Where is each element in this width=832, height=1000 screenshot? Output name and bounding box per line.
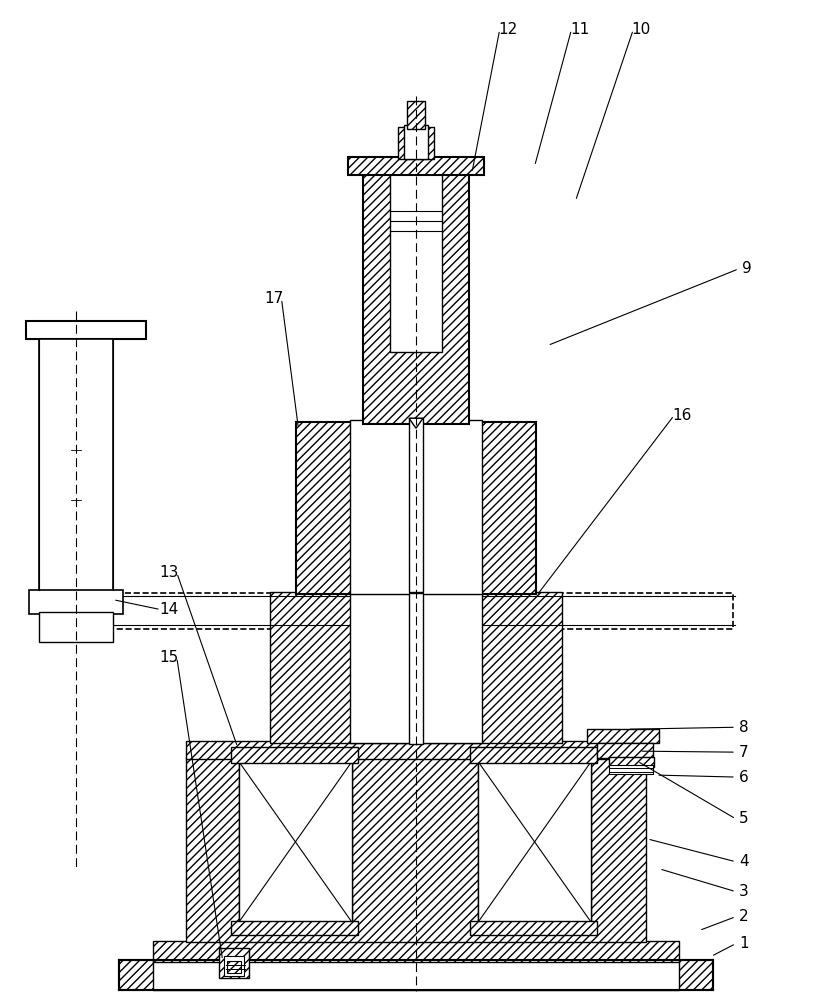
Bar	[153, 941, 679, 962]
Bar	[153, 960, 679, 990]
Text: 13: 13	[159, 565, 179, 580]
Bar	[609, 765, 653, 774]
Bar	[478, 747, 592, 925]
Text: 10: 10	[631, 22, 651, 37]
Text: 12: 12	[498, 22, 518, 37]
Bar	[224, 956, 244, 976]
Text: 7: 7	[739, 745, 749, 760]
Bar	[404, 125, 428, 159]
Bar	[470, 921, 597, 935]
Bar	[350, 420, 482, 594]
Text: 5: 5	[739, 811, 749, 826]
Bar	[270, 592, 562, 743]
Bar	[186, 757, 646, 942]
Bar	[99, 593, 733, 629]
Bar	[296, 422, 536, 594]
Text: 8: 8	[739, 720, 749, 735]
Text: 14: 14	[159, 602, 178, 617]
Bar	[349, 157, 483, 175]
Bar	[409, 593, 423, 744]
Bar	[398, 127, 434, 159]
Bar	[219, 948, 249, 978]
Bar	[587, 729, 659, 743]
Bar	[27, 321, 146, 339]
Bar	[350, 590, 482, 743]
Bar	[407, 101, 425, 129]
Bar	[230, 921, 359, 935]
Bar	[470, 747, 597, 763]
Bar	[364, 173, 468, 424]
Bar	[230, 747, 359, 763]
Text: 17: 17	[264, 291, 283, 306]
Bar	[186, 741, 646, 759]
Bar	[239, 747, 352, 925]
Text: 1: 1	[739, 936, 749, 951]
Polygon shape	[409, 418, 423, 428]
Text: 15: 15	[159, 650, 178, 665]
Bar	[609, 757, 654, 767]
Bar	[226, 961, 240, 973]
Text: 6: 6	[739, 770, 749, 785]
Text: 16: 16	[672, 408, 691, 423]
Bar	[99, 593, 733, 629]
Bar	[239, 761, 352, 923]
Bar	[409, 418, 423, 592]
Bar	[119, 960, 713, 990]
Bar	[478, 761, 592, 923]
Text: 2: 2	[739, 909, 749, 924]
Bar	[39, 339, 113, 593]
Bar	[390, 171, 442, 352]
Text: 4: 4	[739, 854, 749, 869]
Bar	[29, 590, 123, 614]
Bar	[39, 612, 113, 642]
Text: 11: 11	[570, 22, 589, 37]
Text: 9: 9	[742, 261, 752, 276]
Text: 3: 3	[739, 884, 749, 899]
Bar	[597, 743, 653, 758]
